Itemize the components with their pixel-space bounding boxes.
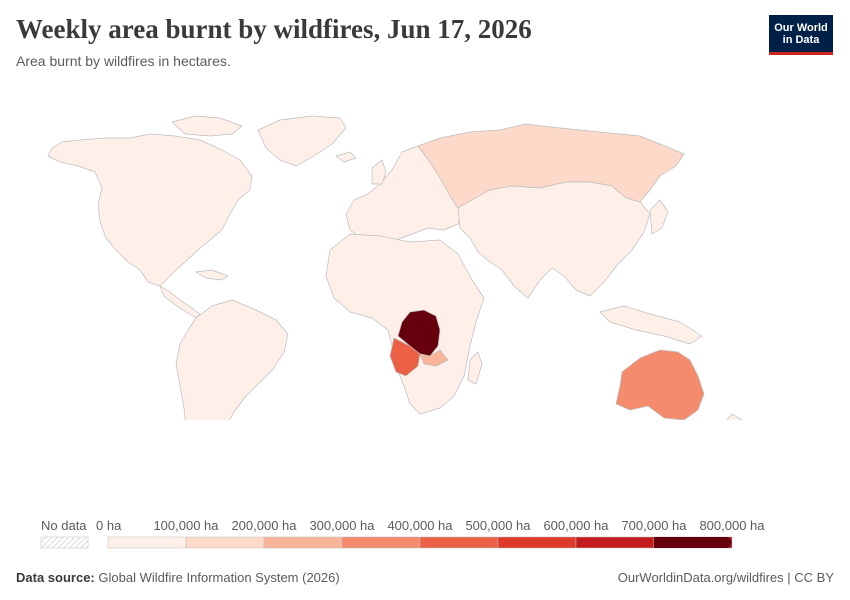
region-zambia[interactable] [419, 349, 449, 367]
legend-bin-last[interactable] [654, 537, 732, 548]
legend-label-5: 500,000 ha [465, 518, 531, 533]
region-iceland[interactable] [335, 151, 357, 163]
region-asia[interactable] [457, 181, 651, 299]
region-north-america[interactable] [47, 133, 253, 287]
legend-label-6: 600,000 ha [543, 518, 609, 533]
legend-bin-1[interactable] [185, 536, 265, 549]
legend-label-7: 700,000 ha [621, 518, 687, 533]
legend-bin-5[interactable] [497, 536, 577, 549]
legend: No data 0 ha 100,000 ha 200,000 ha 300,000 … [40, 518, 765, 549]
region-dr-congo[interactable] [397, 309, 441, 357]
logo-line-2: in Data [782, 33, 820, 46]
legend-label-4: 400,000 ha [387, 518, 453, 533]
legend-bin-3[interactable] [341, 536, 421, 549]
legend-label-2: 200,000 ha [231, 518, 297, 533]
region-greenland[interactable] [257, 115, 347, 167]
legend-no-data-label: No data [41, 518, 87, 533]
legend-label-3: 300,000 ha [309, 518, 375, 533]
legend-label-0: 0 ha [96, 518, 122, 533]
region-angola[interactable] [389, 337, 421, 377]
owid-logo[interactable]: Our World in Data [769, 15, 833, 55]
region-new-zealand[interactable] [712, 413, 743, 420]
legend-no-data-swatch [40, 536, 89, 549]
region-japan[interactable] [649, 199, 669, 235]
legend-label-1: 100,000 ha [153, 518, 219, 533]
footer-source-text[interactable]: Global Wildfire Information System (2026… [98, 570, 340, 585]
region-north-america-arctic[interactable] [171, 115, 243, 137]
legend-bin-2[interactable] [263, 536, 343, 549]
chart-title: Weekly area burnt by wildfires, Jun 17, … [16, 14, 532, 44]
region-south-america[interactable] [175, 299, 289, 420]
logo-line-1: Our World [774, 21, 828, 34]
region-australia[interactable] [615, 349, 705, 420]
region-caribbean[interactable] [195, 269, 229, 281]
footer-source: Data source: Global Wildfire Information… [16, 570, 340, 585]
legend-bin-6[interactable] [575, 536, 655, 549]
region-se-asia-islands[interactable] [599, 305, 703, 345]
legend-label-8: 800,000 ha [699, 518, 765, 533]
footer-source-label: Data source: [16, 570, 95, 585]
legend-bin-0[interactable] [107, 536, 187, 549]
footer-attribution[interactable]: OurWorldinData.org/wildfires | CC BY [617, 570, 834, 585]
world-map [47, 115, 743, 420]
region-madagascar[interactable] [467, 351, 483, 385]
legend-bin-4[interactable] [419, 536, 499, 549]
region-uk[interactable] [371, 159, 387, 185]
chart-subtitle: Area burnt by wildfires in hectares. [16, 53, 231, 69]
region-central-america[interactable] [159, 285, 201, 319]
